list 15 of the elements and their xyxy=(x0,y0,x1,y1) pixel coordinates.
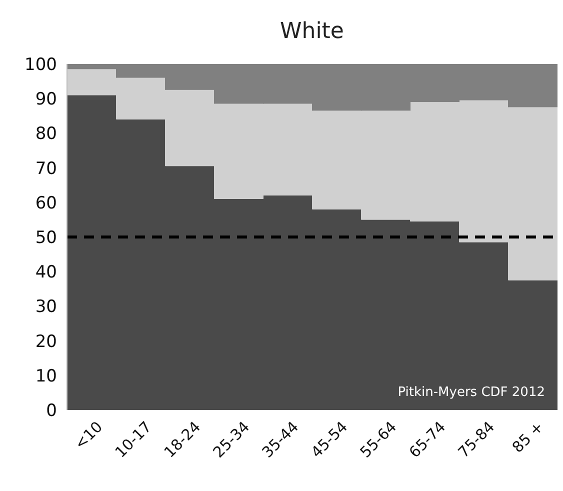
x-tick-label: 85 + xyxy=(508,418,548,456)
annotation: Pitkin-Myers CDF 2012 xyxy=(398,385,545,400)
y-tick-label: 40 xyxy=(35,262,57,283)
x-tick-label: <10 xyxy=(70,418,106,453)
y-tick-label: 20 xyxy=(35,332,57,352)
y-tick-label: 50 xyxy=(35,228,57,248)
y-tick-label: 60 xyxy=(35,193,57,214)
y-tick-label: 0 xyxy=(46,400,57,421)
y-tick-label: 90 xyxy=(35,90,57,110)
chart-title: White xyxy=(280,19,344,44)
y-tick-label: 70 xyxy=(35,158,57,179)
y-tick-label: 30 xyxy=(35,297,57,318)
y-tick-label: 10 xyxy=(35,366,57,386)
y-tick-label: 80 xyxy=(35,124,57,144)
y-tick-label: 100 xyxy=(24,54,57,75)
